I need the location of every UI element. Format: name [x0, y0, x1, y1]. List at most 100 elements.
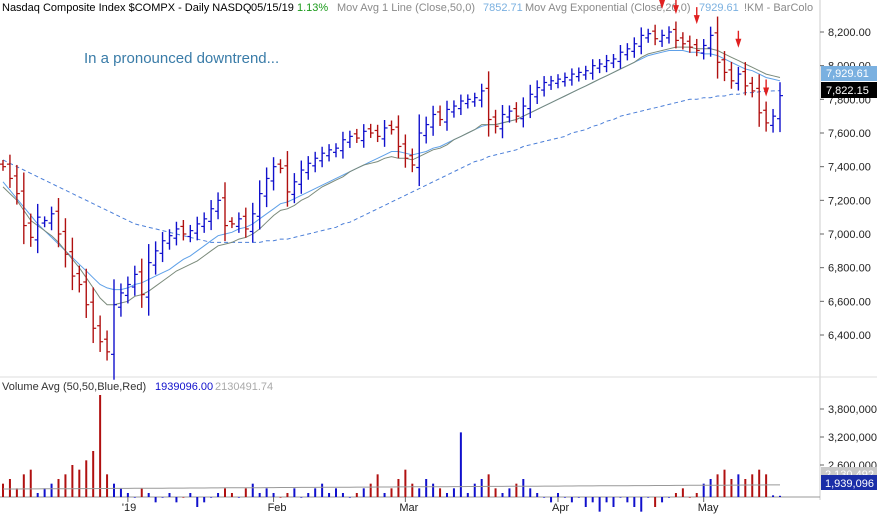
- ohlc-bar: [62, 218, 69, 268]
- ohlc-bar: [686, 35, 693, 53]
- x-axis: '19 Feb Mar Apr May: [122, 497, 719, 514]
- volume-tick-label: 3,200,000: [828, 432, 877, 444]
- ohlc-bar: [284, 151, 291, 207]
- ohlc-bar: [326, 144, 333, 162]
- ohlc-bar: [457, 94, 464, 116]
- ohlc-bar: [90, 287, 97, 344]
- ohlc-bar: [41, 216, 48, 228]
- ohlc-bar: [69, 237, 76, 291]
- price-bars: [0, 16, 783, 380]
- ohlc-bar: [333, 143, 339, 158]
- volume-tick-label: 3,800,000: [828, 404, 877, 416]
- down-arrow-icon: [672, 0, 679, 15]
- price-tick-label: 6,600.00: [828, 296, 871, 308]
- ohlc-bar: [617, 45, 624, 69]
- down-arrow-icon: [735, 30, 742, 48]
- ma-price-tag-text: 7,929.61: [826, 68, 869, 80]
- ohlc-bar: [596, 59, 603, 74]
- last-price-tag: [821, 82, 877, 98]
- ohlc-bar: [13, 164, 20, 205]
- volume-avg-blue: 1939096.00: [155, 381, 213, 393]
- ohlc-bar: [6, 154, 13, 188]
- ohlc-bar: [104, 330, 111, 361]
- ohlc-bar: [173, 221, 180, 246]
- ohlc-bar: [756, 74, 763, 127]
- ma20-line: [2, 50, 781, 291]
- ohlc-bar: [339, 131, 346, 159]
- ohlc-bar: [187, 224, 194, 243]
- ohlc-bar: [263, 167, 270, 208]
- ohlc-bar: [20, 172, 27, 245]
- x-tick-label: May: [698, 502, 719, 514]
- ma2-value: 7929.61: [699, 2, 739, 14]
- ohlc-bar: [180, 219, 187, 241]
- down-arrow-icon: [659, 0, 666, 10]
- ohlc-bar: [506, 105, 513, 123]
- ohlc-bar: [631, 37, 638, 58]
- down-arrow-icon: [763, 79, 770, 97]
- volume-average: [3, 484, 780, 490]
- ohlc-bar: [270, 157, 277, 191]
- moving-average-lines: [2, 46, 781, 306]
- x-tick-label: Apr: [552, 502, 569, 514]
- ohlc-bar: [201, 212, 208, 233]
- ohlc-bar: [83, 268, 90, 318]
- ohlc-bar: [541, 76, 548, 97]
- ohlc-bar: [693, 38, 700, 57]
- ohlc-bar: [561, 72, 568, 87]
- ohlc-bar: [652, 24, 659, 46]
- ema20-line: [2, 46, 781, 306]
- ohlc-bar: [672, 21, 679, 49]
- ohlc-bar: [249, 202, 256, 243]
- ohlc-bar: [450, 100, 457, 118]
- ohlc-bar: [527, 84, 534, 119]
- ohlc-bar: [360, 124, 367, 148]
- ohlc-bar: [402, 134, 409, 168]
- ohlc-bar: [298, 160, 305, 194]
- ohlc-bar: [763, 101, 770, 132]
- ma1-value: 7852.71: [483, 2, 523, 14]
- ohlc-bar: [478, 83, 485, 108]
- ohlc-bar: [728, 61, 735, 89]
- ohlc-bar: [131, 265, 138, 296]
- ma-price-tag: [821, 66, 877, 81]
- ohlc-bar: [603, 54, 610, 73]
- down-arrow-icon: [693, 7, 700, 25]
- ohlc-bar: [76, 265, 83, 293]
- ohlc-bar: [589, 59, 596, 80]
- last-price-tag-text: 7,822.15: [826, 85, 869, 97]
- volume-label: Volume Avg (50,50,Blue,Red): [2, 381, 146, 393]
- price-tick-label: 7,200.00: [828, 195, 871, 207]
- price-tick-label: 7,600.00: [828, 128, 871, 140]
- ohlc-bar: [575, 67, 582, 82]
- ohlc-bar: [395, 115, 402, 159]
- ohlc-bar: [138, 258, 145, 308]
- ohlc-bar: [409, 148, 416, 173]
- x-tick-label: Mar: [399, 502, 418, 514]
- downtrend-annotation: In a pronounced downtrend...: [84, 50, 279, 67]
- price-tick-label: 6,400.00: [828, 330, 871, 342]
- ohlc-bar: [423, 116, 430, 144]
- ohlc-bar: [27, 213, 34, 247]
- ohlc-bar: [707, 26, 714, 57]
- ohlc-bar: [312, 151, 319, 173]
- ohlc-bar: [513, 102, 520, 123]
- chart-date: 05/15/19: [251, 2, 294, 14]
- ohlc-bar: [666, 26, 672, 44]
- ohlc-bar: [159, 232, 166, 263]
- ohlc-bar: [416, 114, 423, 187]
- ohlc-bar: [638, 27, 645, 55]
- ohlc-bar: [194, 216, 201, 241]
- ohlc-bar: [48, 206, 55, 231]
- ohlc-bar: [485, 71, 492, 137]
- ohlc-bar: [582, 65, 589, 80]
- price-tick-label: 7,400.00: [828, 162, 871, 174]
- ohlc-bar: [367, 123, 374, 138]
- ohlc-bar: [235, 212, 242, 233]
- ohlc-bar: [277, 159, 284, 174]
- ma1-label: Mov Avg 1 Line (Close,50,0): [337, 2, 475, 14]
- ohlc-bar: [291, 173, 298, 204]
- price-tick-label: 8,200.00: [828, 27, 871, 39]
- ohlc-bar: [222, 182, 228, 242]
